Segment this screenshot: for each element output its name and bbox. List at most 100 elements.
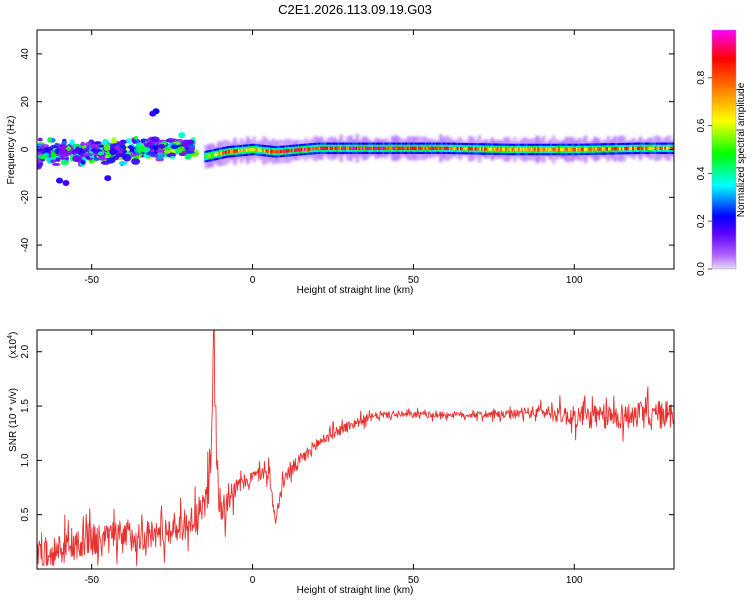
spectrogram-ridge-cell <box>635 146 638 151</box>
spectrogram-ridge-cell <box>437 146 440 150</box>
spectrogram-ridge-cell <box>213 152 217 157</box>
spectrogram-scatter-cell <box>74 146 81 154</box>
spectrogram-ridge-cell <box>461 146 464 151</box>
spectrogram-ridge-cell <box>287 149 291 153</box>
spectrogram-scatter-cell <box>184 153 192 160</box>
snr-y-tick-label: 2.0 <box>20 344 31 358</box>
snr-y-tick-label: 1.0 <box>20 453 31 467</box>
spectrogram-ridge-cell <box>275 150 278 154</box>
spectrogram-scatter-cell <box>184 146 190 151</box>
colorbar-tick-label: 0.0 <box>696 262 707 276</box>
spectrogram-ridge-cell <box>299 148 302 152</box>
spectrogram-ridge-cell <box>376 146 379 150</box>
spectrogram-ridge-cell <box>657 146 661 150</box>
spectrogram-ridge-cell <box>291 148 294 153</box>
spectrogram-ridge-cell <box>563 147 566 152</box>
spectrogram-ridge-cell <box>561 147 564 152</box>
spectrogram-ridge-cell <box>221 151 225 155</box>
spectrogram-ridge-cell <box>519 147 522 152</box>
spectrogram-ridge-cell <box>514 147 517 152</box>
spectrogram-ridge-cell <box>217 152 220 156</box>
spectrogram-scatter-cell <box>56 177 64 184</box>
colorbar-frame <box>711 29 737 270</box>
spectrogram-scatter-cell <box>118 161 128 166</box>
spectrogram-scatter-cell <box>58 148 69 155</box>
spectrogram-ridge-cell <box>492 147 495 151</box>
spectrogram-ridge-cell <box>220 151 223 155</box>
spectrogram-ridge-cell <box>526 147 529 152</box>
spectrogram-ridge-cell <box>659 146 662 150</box>
spectrogram-ridge-cell <box>360 146 363 150</box>
spectrogram-ridge-cell <box>646 146 649 150</box>
spectrogram-ridge-cell <box>596 147 599 151</box>
spectrogram-ridge-cell <box>260 148 263 153</box>
spectrogram-ridge-cell <box>418 146 421 150</box>
spectrogram-ridge-cell <box>484 147 487 151</box>
spectrogram-ridge-cell <box>361 146 365 150</box>
spectrogram-ridge-cell <box>390 146 394 150</box>
spectrogram-ridge-cell <box>271 149 275 154</box>
spectrogram-ridge-cell <box>242 148 246 153</box>
spectrogram-scatter-cell <box>98 156 105 161</box>
spectrogram-ridge-cell <box>633 146 636 151</box>
spectrogram-ridge-cell <box>384 146 387 150</box>
spectrogram-ridge-cell <box>653 146 656 150</box>
spectrogram-ridge-cell <box>283 149 286 153</box>
spectrogram-scatter-cell <box>185 150 195 154</box>
spectrogram-ridge-cell <box>452 146 455 151</box>
spectrogram-ridge-cell <box>456 146 460 151</box>
spectrogram-ridge-cell <box>270 149 273 154</box>
spectrogram-ridge-cell <box>604 147 608 151</box>
spectrogram-ridge-cell <box>529 147 532 152</box>
spectrogram-ridge-cell <box>582 147 585 152</box>
spectrogram-ridge-cell <box>250 147 254 152</box>
spectrogram-ridge-cell <box>294 148 297 152</box>
spectrogram-ridge-cell <box>257 148 260 152</box>
spectrogram-ridge-cell <box>326 146 329 150</box>
spectrogram-ridge-cell <box>468 147 471 151</box>
spectrogram-ridge-cell <box>279 149 283 154</box>
snr-y-axis-label: SNR (10 * v/v) <box>8 388 19 452</box>
spectrogram-y-tick-label: -40 <box>20 237 31 252</box>
spectrogram-ridge-cell <box>487 147 490 151</box>
spectrogram-ridge-cell <box>649 146 653 150</box>
spectrogram-ridge-cell <box>434 146 437 150</box>
spectrogram-scatter-cell <box>80 141 85 147</box>
snr-y-ticks: 0.5 1.0 1.5 2.0 <box>20 344 674 522</box>
spectrogram-ridge-cell <box>239 149 242 153</box>
spectrogram-ridge-cell <box>664 146 667 150</box>
spectrogram-ridge-cell <box>305 147 308 151</box>
spectrogram-scatter-cell <box>62 179 70 186</box>
spectrogram-ridge-cell <box>669 146 672 150</box>
spectrogram-ridge-cell <box>332 146 336 150</box>
spectrogram-ridge-cell <box>268 149 271 153</box>
spectrogram-ridge-cell <box>490 147 493 151</box>
spectrogram-ridge-cell <box>627 146 630 151</box>
spectrogram-ridge-cell <box>337 146 341 150</box>
spectrogram-ridge-cell <box>577 147 580 152</box>
spectrogram-ridge-cell <box>638 146 641 150</box>
spectrogram-ridge-cell <box>489 147 492 151</box>
spectrogram-ridge-cell <box>575 147 579 152</box>
spectrogram-ridge-cell <box>262 148 265 153</box>
spectrogram-ridge-cell <box>352 146 355 150</box>
spectrogram-scatter-cell <box>186 144 196 149</box>
spectrogram-ridge-cell <box>318 146 321 150</box>
spectrogram-ridge-cell <box>406 146 410 150</box>
spectrogram-scatter-cell <box>47 136 53 143</box>
spectrogram-y-tick-label: 20 <box>20 96 31 108</box>
spectrogram-scatter-cell <box>84 152 94 157</box>
spectrogram-scatter <box>37 108 200 186</box>
spectrogram-ridge-cell <box>672 146 674 150</box>
spectrogram-scatter-cell <box>37 137 43 142</box>
spectrogram-ridge-cell <box>535 147 538 152</box>
spectrogram-ridge-cell <box>349 146 352 150</box>
spectrogram-ridge-cell <box>435 146 439 150</box>
spectrogram-ridge-cell <box>408 146 411 150</box>
spectrogram-ridge-cell <box>207 154 210 158</box>
spectrogram-ridge-cell <box>532 147 535 152</box>
spectrogram-ridge-cell <box>530 147 534 152</box>
spectrogram-halo-cell <box>674 135 678 161</box>
spectrogram-ridge-cell <box>637 146 640 151</box>
spectrogram-ridge-cell <box>368 146 371 150</box>
